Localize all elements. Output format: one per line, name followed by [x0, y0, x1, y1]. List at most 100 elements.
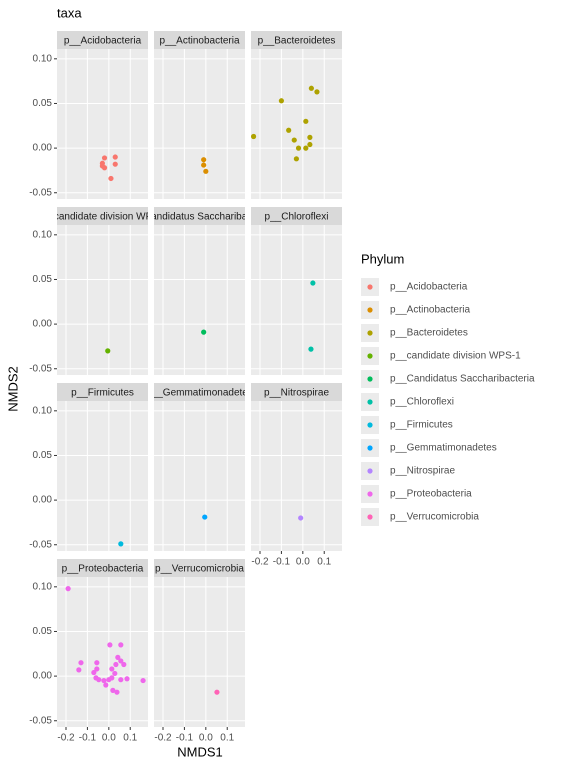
panel: [251, 401, 342, 551]
legend-label: p__Nitrospirae: [390, 466, 455, 477]
x-tick-label: -0.1: [176, 733, 194, 744]
legend-swatch: [367, 353, 373, 359]
point: [201, 157, 207, 163]
strip-label: p__Firmicutes: [71, 388, 134, 399]
point: [96, 677, 102, 683]
legend-label: p__Actinobacteria: [390, 305, 470, 316]
x-axis-title: NMDS1: [177, 744, 223, 759]
point: [106, 677, 112, 683]
point: [76, 667, 82, 673]
strip-label: p__Proteobacteria: [62, 564, 144, 575]
point: [94, 666, 100, 672]
point: [94, 660, 100, 666]
y-tick-label: 0.00: [33, 671, 53, 682]
point: [112, 154, 118, 160]
strip-label: p__Acidobacteria: [64, 36, 142, 47]
x-tick-label: 0.1: [123, 733, 137, 744]
point: [295, 145, 302, 151]
legend-swatch: [367, 376, 373, 382]
legend-swatch: [367, 284, 373, 290]
point: [118, 677, 124, 683]
legend-swatch: [367, 445, 373, 451]
point: [203, 168, 209, 174]
point: [303, 118, 309, 124]
panel: [57, 401, 148, 551]
point: [78, 660, 84, 666]
point: [308, 346, 314, 352]
y-tick-label: 0.00: [33, 143, 53, 154]
x-tick-label: -0.1: [273, 557, 291, 568]
strip: [251, 31, 342, 49]
y-tick-label: -0.05: [29, 187, 52, 198]
legend-label: p__Firmicutes: [390, 420, 453, 431]
y-tick-label: 0.10: [33, 53, 53, 64]
panel: [251, 225, 342, 375]
strip-label: p__Bacteroidetes: [258, 36, 336, 47]
point: [250, 133, 257, 140]
strip: [154, 31, 245, 49]
legend-label: p__Acidobacteria: [390, 282, 468, 293]
panel: [154, 577, 245, 727]
y-tick-label: 0.05: [33, 98, 53, 109]
point: [278, 98, 285, 104]
point: [101, 155, 108, 161]
x-tick-label: -0.2: [251, 557, 269, 568]
legend-swatch: [367, 307, 373, 313]
point: [121, 661, 127, 668]
legend-swatch: [367, 468, 373, 474]
legend-swatch: [367, 330, 373, 336]
point: [202, 514, 208, 520]
legend-label: p__Gemmatimonadetes: [390, 443, 497, 454]
y-tick-label: 0.05: [33, 450, 53, 461]
point: [113, 661, 119, 668]
y-tick-label: 0.10: [33, 229, 53, 240]
point: [303, 145, 309, 151]
point: [140, 677, 146, 684]
panel: [154, 225, 245, 375]
panel: [57, 577, 148, 727]
strip: [251, 207, 342, 225]
point: [214, 689, 220, 695]
legend-swatch: [367, 422, 373, 428]
legend-swatch: [367, 491, 373, 497]
point: [298, 515, 304, 521]
point: [310, 280, 316, 286]
y-tick-label: 0.00: [33, 495, 53, 506]
x-tick-label: 0.0: [199, 733, 213, 744]
strip-label: p__Actinobacteria: [159, 36, 239, 47]
x-tick-label: 0.1: [220, 733, 234, 744]
legend-title: Phylum: [361, 251, 404, 266]
point: [118, 541, 124, 547]
strip-label: p__Verrucomicrobia: [155, 564, 244, 575]
panel: [154, 401, 245, 551]
strip: [154, 383, 245, 401]
strip-label: p__candidate division WPS-1: [37, 212, 168, 223]
point: [286, 127, 292, 133]
point: [118, 642, 124, 648]
legend-label: p__Candidatus Saccharibacteria: [390, 374, 535, 385]
x-tick-label: -0.1: [79, 733, 97, 744]
point: [201, 329, 207, 335]
point: [112, 670, 118, 677]
point: [291, 137, 297, 143]
legend-label: p__candidate division WPS-1: [390, 351, 521, 362]
strip-label: p__Chloroflexi: [265, 212, 329, 223]
x-tick-label: -0.2: [57, 733, 75, 744]
x-tick-label: -0.2: [154, 733, 172, 744]
point: [293, 156, 299, 162]
legend-label: p__Bacteroidetes: [390, 328, 468, 339]
point: [101, 165, 108, 171]
strip: [57, 31, 148, 49]
x-tick-label: 0.0: [296, 557, 310, 568]
point: [114, 689, 120, 695]
strip-label: p__Gemmatimonadetes: [146, 388, 253, 399]
strip: [154, 207, 245, 225]
legend-swatch: [367, 514, 373, 520]
panel: [57, 225, 148, 375]
point: [118, 658, 124, 664]
panel: [57, 49, 148, 199]
point: [314, 89, 320, 95]
strip-label: p__Candidatus Saccharibacteria: [127, 212, 272, 223]
strip: [154, 559, 245, 577]
